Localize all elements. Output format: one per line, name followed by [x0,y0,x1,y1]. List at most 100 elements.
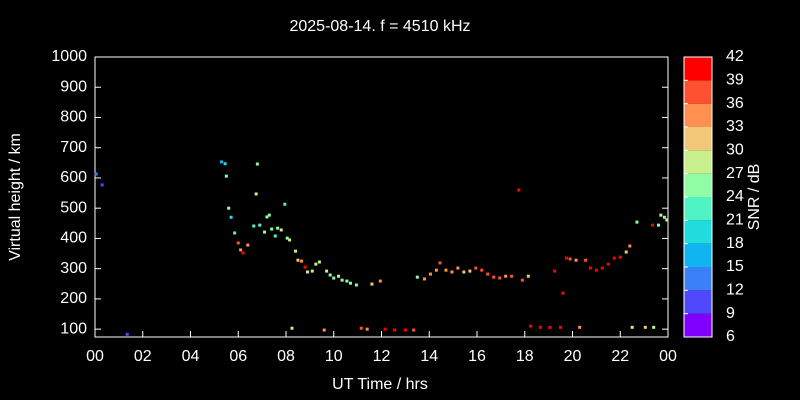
point [434,268,438,272]
point [255,162,259,166]
point [393,328,397,332]
colorbar-tick-label: 15 [726,258,744,275]
y-tick-label: 300 [60,260,87,277]
y-tick-label: 800 [60,109,87,126]
colorbar-bin [684,103,712,127]
point [462,270,466,274]
point [480,268,484,272]
point [328,273,332,277]
point [305,270,309,274]
point [412,328,416,332]
point [492,275,496,279]
point [510,274,514,278]
x-tick-label: 12 [373,348,391,365]
x-tick-label: 14 [420,348,438,365]
point [294,249,298,253]
point [415,275,419,279]
colorbar-tick-label: 36 [726,95,744,112]
colorbar-bin [684,243,712,267]
x-tick-label: 18 [516,348,534,365]
point [310,269,314,273]
colorbar-bin [684,197,712,221]
y-tick-label: 1000 [51,48,87,65]
point [650,223,654,227]
point [559,325,563,329]
colorbar-bin [684,127,712,151]
point [517,188,521,192]
x-axis-label: UT Time / hrs [332,376,428,393]
point [317,260,321,264]
point [594,268,598,272]
point [241,251,245,255]
point [224,174,228,178]
point [332,276,336,280]
point [659,213,663,217]
point [246,243,250,247]
colorbar-bin [684,80,712,104]
colorbar-bin [684,57,712,81]
y-tick-label: 900 [60,78,87,95]
point [565,256,569,260]
colorbar-tick-label: 6 [726,328,735,345]
point [635,220,639,224]
point [665,218,669,222]
point [438,261,442,265]
point [233,231,237,235]
point [365,327,369,331]
point [337,274,341,278]
point [258,223,262,227]
point [288,238,292,242]
x-tick-label: 10 [325,348,343,365]
y-tick-label: 600 [60,169,87,186]
point [428,272,432,276]
point [314,262,318,266]
y-tick-label: 700 [60,139,87,156]
point [606,262,610,266]
x-tick-label: 22 [611,348,629,365]
point [125,332,129,336]
x-tick-label: 02 [134,348,152,365]
colorbar-tick-label: 33 [726,118,744,135]
point [265,215,269,219]
x-tick-label: 08 [277,348,295,365]
colorbar-tick-label: 21 [726,212,744,229]
point [504,274,508,278]
point [254,192,258,196]
point [643,325,647,329]
x-tick-label: 00 [659,348,677,365]
colorbar-tick-label: 27 [726,165,744,182]
point [612,256,616,260]
point [296,258,300,262]
point [538,325,542,329]
point [474,266,478,270]
point [574,258,578,262]
point [553,269,557,273]
point [403,328,407,332]
point [450,270,454,274]
colorbar-tick-label: 42 [726,48,744,65]
point [444,268,448,272]
point [285,236,289,240]
y-axis-label: Virtual height / km [7,133,24,261]
point [290,326,294,330]
point [300,259,304,263]
colorbar-tick-label: 30 [726,142,744,159]
colorbar-tick-label: 24 [726,188,744,205]
point [630,325,634,329]
point [628,244,632,248]
point [568,257,572,261]
x-tick-label: 04 [182,348,200,365]
point [322,328,326,332]
point [270,227,274,231]
point [303,265,307,269]
point [273,234,277,238]
colorbar-bin [684,290,712,314]
point [656,223,660,227]
colorbar-bin [684,220,712,244]
point [584,258,588,262]
point [548,325,552,329]
point [468,269,472,273]
point [220,160,224,164]
point [456,266,460,270]
